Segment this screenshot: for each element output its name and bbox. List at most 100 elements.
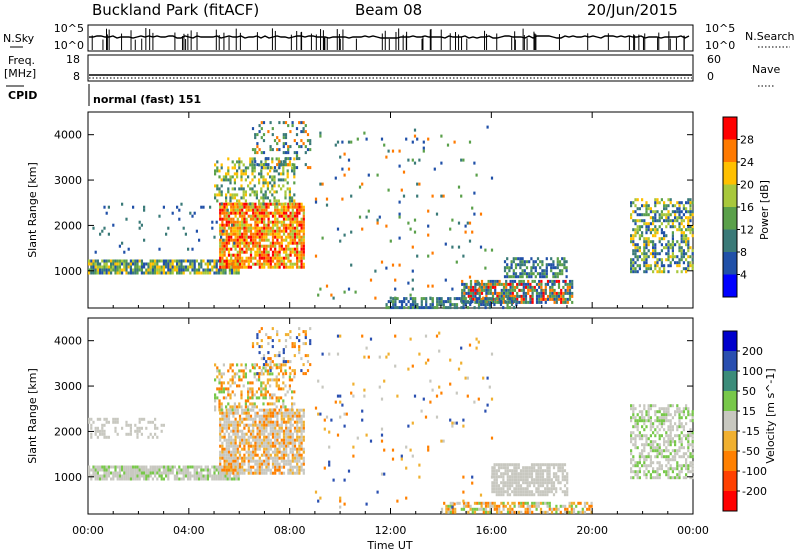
heatmap-cell bbox=[538, 300, 541, 304]
heatmap-cell bbox=[202, 474, 205, 478]
heatmap-cell bbox=[271, 393, 274, 397]
heatmap-cell bbox=[287, 214, 290, 218]
heatmap-cell bbox=[258, 205, 261, 209]
heatmap-cell bbox=[427, 224, 430, 228]
heatmap-cell bbox=[258, 426, 261, 430]
heatmap-cell bbox=[263, 205, 266, 209]
heatmap-cell bbox=[129, 268, 132, 272]
heatmap-cell bbox=[256, 145, 259, 149]
heatmap-cell bbox=[293, 342, 296, 346]
heatmap-cell bbox=[319, 131, 322, 135]
heatmap-cell bbox=[554, 272, 557, 276]
heatmap-cell bbox=[236, 211, 239, 215]
heatmap-cell bbox=[691, 455, 694, 459]
heatmap-cell bbox=[526, 478, 529, 482]
heatmap-cell bbox=[667, 219, 670, 223]
heatmap-cell bbox=[265, 468, 268, 472]
heatmap-cell bbox=[541, 269, 544, 273]
heatmap-cell bbox=[559, 466, 562, 470]
heatmap-cell bbox=[486, 297, 489, 301]
heatmap-cell bbox=[105, 474, 108, 478]
heatmap-cell bbox=[221, 217, 224, 221]
heatmap-cell bbox=[198, 471, 201, 475]
heatmap-cell bbox=[116, 268, 119, 272]
heatmap-cell bbox=[236, 235, 239, 239]
heatmap-cell bbox=[121, 465, 124, 469]
heatmap-cell bbox=[289, 420, 292, 424]
heatmap-cell bbox=[325, 203, 329, 207]
heatmap-cell bbox=[291, 447, 294, 451]
heatmap-cell bbox=[531, 504, 534, 508]
heatmap-cell bbox=[495, 507, 499, 511]
heatmap-cell bbox=[236, 384, 239, 388]
heatmap-cell bbox=[561, 490, 564, 494]
heatmap-cell bbox=[280, 229, 283, 233]
heatmap-cell bbox=[182, 226, 185, 230]
heatmap-cell bbox=[293, 139, 296, 143]
heatmap-cell bbox=[660, 231, 663, 235]
heatmap-cell bbox=[656, 431, 659, 435]
heatmap-cell bbox=[669, 437, 672, 441]
heatmap-cell bbox=[647, 249, 650, 253]
heatmap-cell bbox=[480, 501, 483, 505]
heatmap-cell bbox=[663, 413, 666, 417]
heatmap-cell bbox=[298, 456, 301, 460]
heatmap-cell bbox=[247, 381, 250, 385]
heatmap-cell bbox=[249, 381, 252, 385]
heatmap-cell bbox=[267, 253, 270, 257]
heatmap-cell bbox=[278, 265, 281, 269]
heatmap-cell bbox=[634, 267, 637, 271]
heatmap-cell bbox=[225, 420, 228, 424]
heatmap-cell bbox=[222, 390, 225, 394]
heatmap-cell bbox=[249, 390, 252, 394]
heatmap-cell bbox=[241, 447, 244, 451]
heatmap-cell bbox=[278, 444, 281, 448]
heatmap-cell bbox=[227, 247, 231, 251]
heatmap-cell bbox=[282, 172, 285, 176]
heatmap-cell bbox=[660, 425, 663, 429]
heatmap-cell bbox=[667, 258, 670, 262]
heatmap-cell bbox=[293, 250, 297, 254]
heatmap-cell bbox=[217, 259, 220, 263]
heatmap-cell bbox=[440, 134, 443, 138]
heatmap-cell bbox=[213, 271, 216, 275]
heatmap-cell bbox=[636, 413, 639, 417]
heatmap-cell bbox=[537, 466, 540, 470]
heatmap-cell bbox=[680, 422, 683, 426]
heatmap-cell bbox=[289, 417, 292, 421]
heatmap-cell bbox=[187, 259, 190, 263]
heatmap-cell bbox=[484, 303, 487, 307]
heatmap-cell bbox=[127, 423, 130, 427]
heatmap-cell bbox=[497, 469, 501, 473]
heatmap-cell bbox=[658, 240, 661, 244]
heatmap-cell bbox=[234, 426, 237, 430]
heatmap-cell bbox=[284, 360, 288, 364]
heatmap-cell bbox=[230, 208, 233, 212]
heatmap-cell bbox=[656, 446, 659, 450]
heatmap-cell bbox=[654, 213, 657, 217]
heatmap-cell bbox=[293, 157, 296, 161]
heatmap-cell bbox=[101, 477, 104, 481]
heatmap-cell bbox=[243, 211, 246, 215]
heatmap-cell bbox=[296, 459, 299, 463]
nsearch-tick-top: 10^5 bbox=[705, 22, 735, 35]
heatmap-cell bbox=[260, 211, 264, 215]
heatmap-cell bbox=[532, 260, 535, 264]
heatmap-cell bbox=[241, 259, 244, 263]
heatmap-cell bbox=[471, 230, 474, 234]
heatmap-cell bbox=[236, 429, 239, 433]
heatmap-cell bbox=[284, 384, 287, 388]
heatmap-cell bbox=[293, 438, 297, 442]
heatmap-cell bbox=[228, 477, 231, 481]
heatmap-cell bbox=[273, 378, 276, 382]
heatmap-cell bbox=[552, 487, 556, 491]
heatmap-cell bbox=[274, 459, 277, 463]
heatmap-cell bbox=[539, 275, 542, 279]
heatmap-cell bbox=[260, 441, 264, 445]
heatmap-cell bbox=[522, 490, 525, 494]
heatmap-cell bbox=[300, 220, 303, 224]
heatmap-cell bbox=[244, 405, 247, 409]
heatmap-cell bbox=[685, 210, 688, 214]
heatmap-cell bbox=[652, 252, 655, 256]
heatmap-cell bbox=[254, 411, 257, 415]
